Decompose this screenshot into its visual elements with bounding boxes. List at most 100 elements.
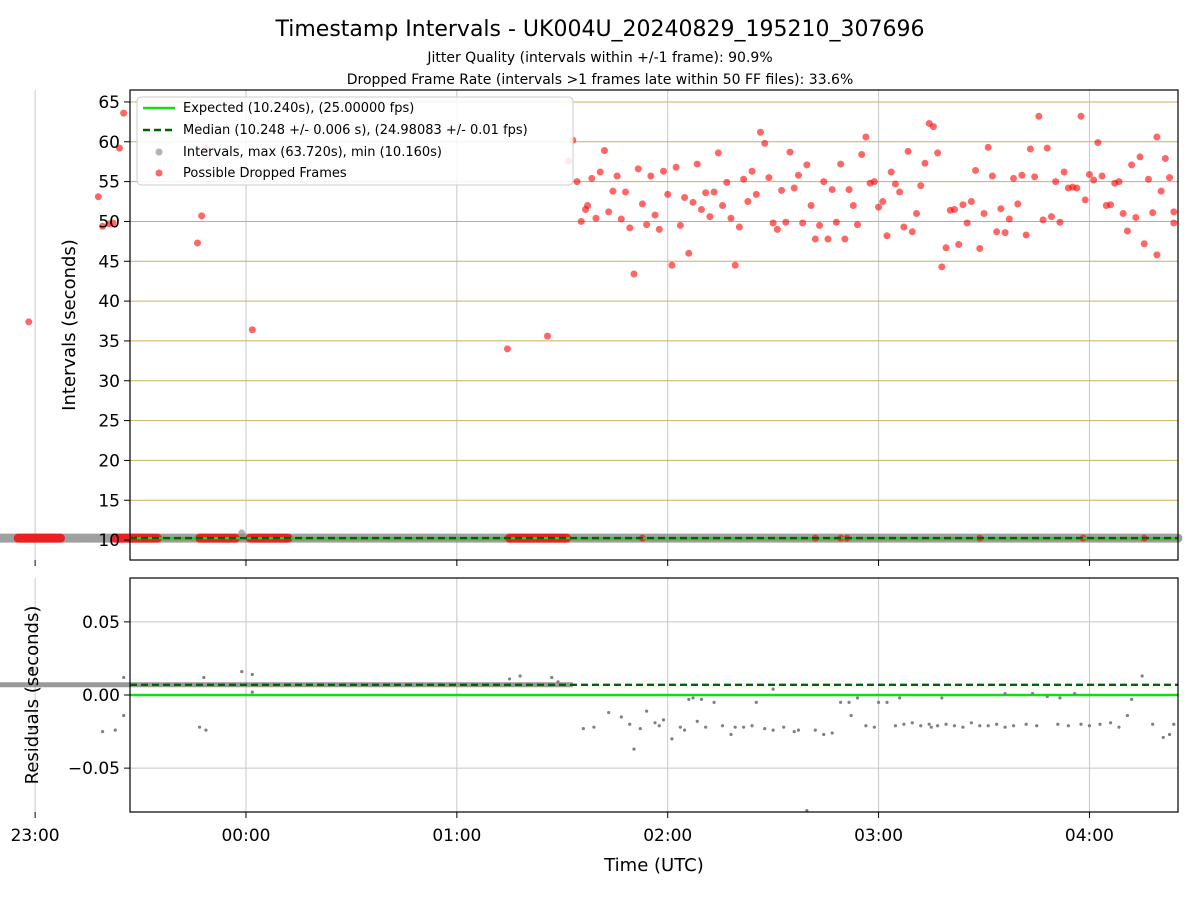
dropped-frame-point — [786, 148, 794, 156]
residuals-plot: −0.050.000.05 20:0021:0022:0023:0000:000… — [0, 560, 1179, 876]
dropped-frame-point — [756, 128, 764, 136]
residual-point — [927, 722, 931, 726]
dropped-frame-point — [1136, 153, 1144, 161]
dropped-frame-point — [997, 205, 1005, 213]
time-x-tick-label: 02:00 — [643, 826, 692, 846]
residual-point — [830, 731, 834, 735]
dropped-frame-point — [1077, 112, 1085, 120]
residual-point — [550, 675, 554, 680]
dropped-frame-point — [676, 221, 684, 229]
residual-point — [952, 724, 957, 728]
dropped-frame-point — [849, 202, 857, 210]
residuals-data — [0, 668, 1178, 813]
dropped-frame-point — [807, 202, 815, 210]
residual-point — [750, 724, 754, 728]
residual-point — [1079, 722, 1083, 726]
dropped-frame-point — [740, 175, 748, 183]
dropped-frame-point — [891, 180, 899, 188]
dropped-frame-point — [1010, 174, 1018, 182]
dropped-frame-point — [765, 174, 773, 182]
dropped-frame-point — [782, 218, 790, 226]
dropped-frame-point — [828, 186, 836, 194]
dropped-frame-point — [664, 190, 672, 198]
residual-point — [1056, 722, 1060, 726]
residual-point — [670, 737, 674, 741]
dropped-frame-point — [1161, 155, 1169, 163]
dropped-frame-point — [120, 109, 128, 117]
dropped-frame-point — [592, 214, 600, 222]
residual-point — [661, 718, 666, 722]
dropped-frame-point — [710, 188, 718, 196]
residual-point — [1151, 722, 1155, 726]
residual-point — [1125, 713, 1129, 718]
legend-intervals-marker — [155, 148, 163, 156]
dropped-frame-point — [573, 178, 581, 186]
residual-point — [805, 808, 809, 813]
dropped-frame-point — [109, 219, 117, 227]
residual-point — [204, 728, 208, 732]
legend-median-label: Median (10.248 +/- 0.006 s), (24.98083 +… — [183, 123, 528, 138]
residual-point — [592, 725, 596, 729]
intervals-y-tick-label: 60 — [98, 133, 120, 153]
legend: Expected (10.240s), (25.00000 fps) Media… — [136, 96, 574, 186]
dropped-frame-point — [630, 270, 638, 278]
dropped-frame-point — [1035, 112, 1043, 120]
dropped-frame-point — [1115, 178, 1123, 186]
residual-point — [1140, 674, 1144, 678]
dropped-frame-point — [967, 198, 975, 206]
residual-point — [1172, 722, 1176, 726]
dropped-frame-point — [735, 223, 743, 231]
dropped-frame-point — [820, 178, 828, 186]
dropped-frame-point — [94, 193, 102, 201]
residual-point — [197, 725, 202, 729]
residual-point — [638, 727, 642, 731]
residual-point — [742, 725, 746, 729]
dropped-frame-point — [617, 215, 625, 223]
dropped-frame-point — [1132, 213, 1140, 221]
dropped-frame-point — [1149, 209, 1157, 217]
dropped-frame-point — [921, 159, 929, 167]
residual-point — [687, 697, 691, 701]
chart-subtitle-line-2: Dropped Frame Rate (intervals >1 frames … — [347, 72, 854, 88]
dropped-frame-point — [719, 202, 727, 210]
residual-point — [645, 709, 649, 713]
residual-point — [796, 728, 801, 732]
dropped-frame-point — [887, 168, 895, 176]
intervals-y-tick-label: 30 — [98, 372, 120, 392]
dropped-frame-point — [942, 244, 950, 252]
dropped-frame-point — [685, 249, 693, 257]
dropped-frame-point — [959, 201, 967, 209]
dropped-frame-point — [1052, 178, 1060, 186]
dropped-frame-point — [993, 228, 1001, 236]
residual-point — [822, 732, 826, 737]
dropped-frame-point — [904, 147, 912, 155]
residuals-y-ticks: −0.05 0.00 0.05 — [68, 613, 130, 779]
residual-point — [771, 687, 775, 691]
dropped-frame-point — [503, 345, 511, 353]
residual-point — [763, 727, 767, 731]
residual-point — [122, 713, 126, 718]
intervals-y-tick-label: 35 — [98, 332, 120, 352]
dropped-frame-point — [972, 166, 980, 174]
residual-point — [122, 675, 126, 680]
residual-point — [29, 668, 33, 672]
residual-point — [729, 732, 733, 737]
dropped-frame-point — [1090, 176, 1098, 184]
residual-point — [29, 727, 33, 731]
dropped-frame-point — [634, 165, 642, 173]
residual-point — [1030, 691, 1035, 696]
residual-point — [864, 724, 868, 728]
residual-point — [619, 715, 623, 719]
intervals-y-axis-label: Intervals (seconds) — [59, 239, 80, 411]
residual-point — [898, 696, 902, 700]
residual-point — [1003, 691, 1007, 696]
residual-point — [712, 700, 716, 704]
dropped-frame-point — [1119, 209, 1127, 217]
dropped-frame-point — [99, 222, 107, 230]
dropped-frame-point — [1014, 200, 1022, 208]
dropped-frame-point — [908, 228, 916, 236]
residual-point — [995, 722, 999, 726]
dropped-frame-point — [1026, 145, 1034, 153]
residual-point — [518, 674, 522, 678]
dropped-frame-point — [1166, 174, 1174, 182]
